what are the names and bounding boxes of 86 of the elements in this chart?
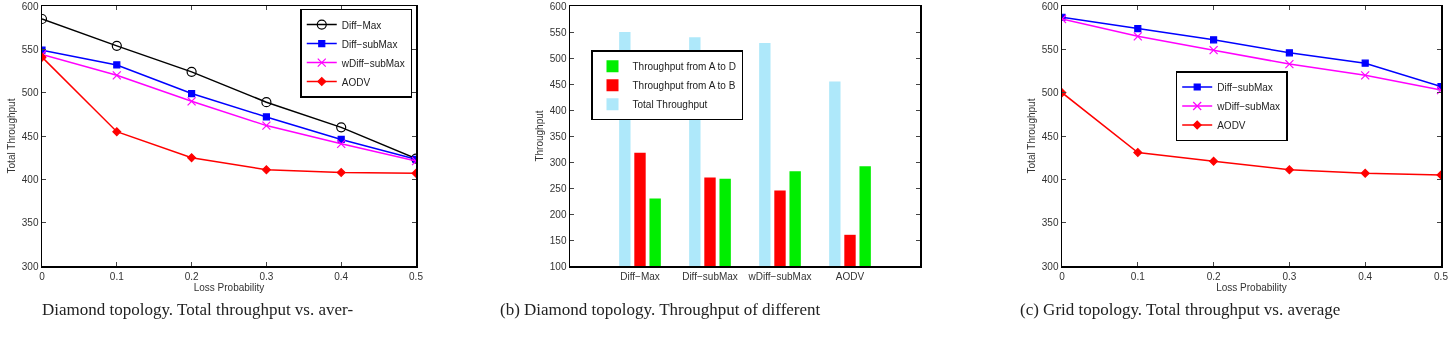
y-tick-label: 500 bbox=[549, 52, 567, 64]
y-tick-label: 600 bbox=[1041, 0, 1059, 12]
y-tick-label: 250 bbox=[549, 182, 567, 194]
x-tick-label: 0.2 bbox=[184, 270, 199, 282]
x-tick-label: 0 bbox=[1059, 270, 1066, 282]
legend-label: Diff−subMax bbox=[1217, 81, 1273, 93]
y-axis-title: Throughput bbox=[534, 110, 546, 162]
point bbox=[261, 121, 271, 131]
x-tick-label: AODV bbox=[835, 270, 865, 282]
legend-label: Diff−Max bbox=[341, 19, 382, 31]
y-tick-label: 450 bbox=[21, 130, 39, 142]
y-tick-label: 600 bbox=[549, 0, 567, 12]
point bbox=[112, 127, 122, 137]
y-tick-label: 300 bbox=[21, 260, 39, 272]
legend-label: Throughput from A to B bbox=[632, 80, 736, 92]
point bbox=[336, 139, 346, 149]
point bbox=[261, 165, 271, 175]
legend-label: AODV bbox=[341, 76, 371, 88]
y-tick-label: 350 bbox=[549, 130, 567, 142]
point bbox=[1360, 168, 1370, 178]
point bbox=[1210, 36, 1218, 44]
point bbox=[1133, 147, 1143, 157]
point bbox=[1134, 24, 1142, 33]
y-tick-label: 550 bbox=[21, 43, 39, 55]
point bbox=[262, 113, 270, 121]
y-tick-label: 150 bbox=[549, 234, 567, 246]
point bbox=[1209, 45, 1219, 55]
y-tick-label: 500 bbox=[1041, 87, 1059, 99]
point bbox=[187, 96, 197, 106]
y-tick-label: 350 bbox=[1041, 217, 1059, 229]
point bbox=[1361, 59, 1369, 67]
point bbox=[112, 70, 122, 80]
y-tick-label: 450 bbox=[549, 78, 567, 90]
y-tick-label: 450 bbox=[1041, 130, 1059, 142]
x-tick-label: 0.1 bbox=[1130, 270, 1146, 282]
point bbox=[186, 66, 197, 77]
x-tick-label: 0.5 bbox=[409, 270, 424, 282]
y-tick-label: 400 bbox=[21, 173, 39, 185]
x-tick-label: 0.4 bbox=[1358, 270, 1373, 282]
y-tick-label: 300 bbox=[1041, 260, 1059, 272]
y-tick-label: 100 bbox=[549, 260, 567, 272]
x-tick-label: 0.1 bbox=[109, 270, 125, 282]
x-tick-label: 0.3 bbox=[259, 270, 274, 282]
text: Diamond topology. Total throughput vs. aver- bbox=[42, 300, 354, 320]
y-tick-label: 300 bbox=[549, 156, 567, 168]
point bbox=[1284, 165, 1294, 175]
point bbox=[1284, 59, 1294, 69]
y-axis-title: Total Throughput bbox=[6, 98, 18, 174]
x-tick-label: 0 bbox=[39, 270, 46, 282]
legend-label: Throughput from A to D bbox=[632, 61, 736, 73]
y-tick-label: 550 bbox=[1041, 43, 1059, 55]
y-tick-label: 500 bbox=[21, 87, 39, 99]
point bbox=[1360, 70, 1370, 80]
y-axis-title: Total Throughput bbox=[1026, 98, 1038, 174]
text: (c) Grid topology. Total throughput vs. average bbox=[1020, 300, 1341, 320]
point bbox=[336, 167, 346, 177]
x-tick-label: 0.4 bbox=[334, 270, 349, 282]
x-tick-label: 0.3 bbox=[1282, 270, 1297, 282]
point bbox=[261, 97, 272, 108]
x-axis-title: Loss Probability bbox=[1216, 281, 1287, 293]
y-tick-label: 550 bbox=[549, 26, 567, 38]
point bbox=[1285, 49, 1293, 57]
point bbox=[113, 61, 121, 69]
y-tick-label: 400 bbox=[1041, 173, 1059, 185]
y-tick-label: 200 bbox=[549, 208, 567, 220]
y-tick-label: 350 bbox=[21, 217, 39, 229]
x-tick-label: Diff−subMax bbox=[682, 270, 738, 282]
legend-label: wDiff−subMax bbox=[340, 57, 405, 69]
x-tick-label: 0.5 bbox=[1434, 270, 1449, 282]
point bbox=[187, 153, 197, 163]
point bbox=[1209, 156, 1219, 166]
y-tick-label: 600 bbox=[21, 0, 39, 12]
point bbox=[336, 122, 347, 133]
legend-label: Total Throughput bbox=[632, 99, 708, 111]
point bbox=[188, 89, 196, 98]
point bbox=[111, 40, 122, 51]
x-axis-title: Loss Probability bbox=[193, 281, 265, 293]
x-tick-label: Diff−Max bbox=[620, 270, 660, 282]
legend-label: AODV bbox=[1217, 119, 1246, 131]
legend-label: Diff−subMax bbox=[341, 38, 398, 50]
point bbox=[1133, 31, 1143, 41]
x-tick-label: wDiff−subMax bbox=[747, 270, 812, 282]
text: (b) Diamond topology. Throughput of different bbox=[500, 300, 821, 320]
y-tick-label: 400 bbox=[549, 104, 567, 116]
x-tick-label: 0.2 bbox=[1206, 270, 1221, 282]
legend-label: wDiff−subMax bbox=[1216, 100, 1281, 112]
